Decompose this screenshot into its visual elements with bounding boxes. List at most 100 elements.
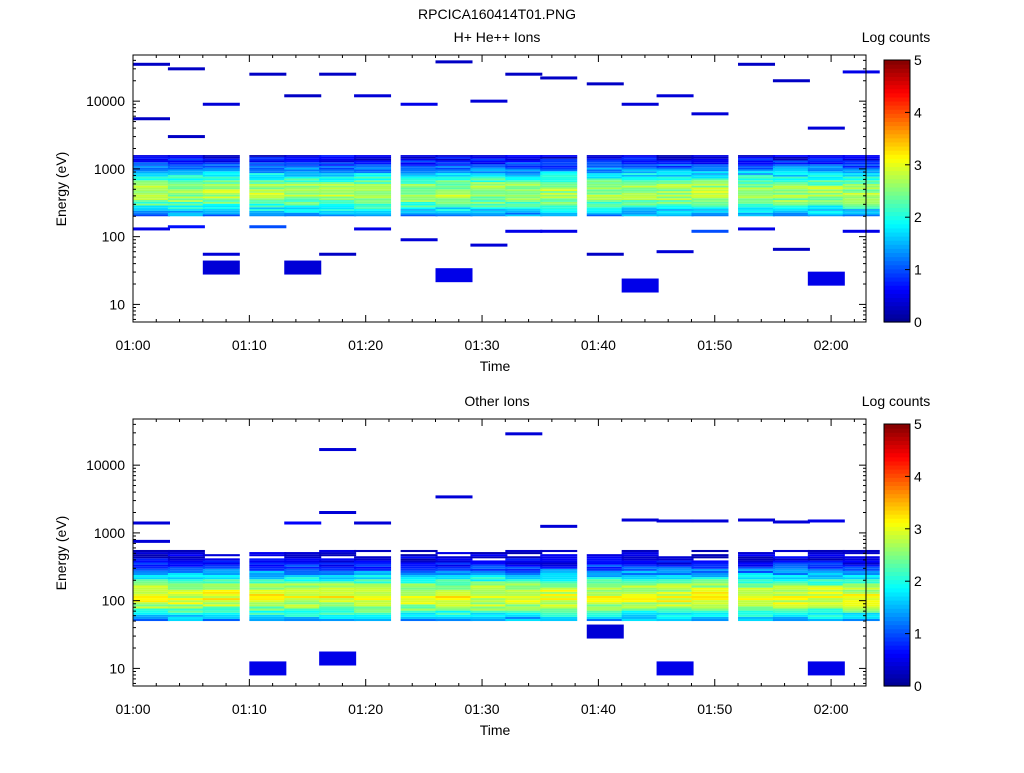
- heatmap-cell: [807, 556, 845, 559]
- heatmap-cell: [772, 572, 810, 576]
- heatmap-cell: [284, 171, 322, 174]
- heatmap-cell: [656, 205, 694, 208]
- heatmap-cell: [284, 572, 322, 576]
- heatmap-cell: [656, 191, 694, 193]
- heatmap-cell: [807, 162, 845, 165]
- heatmap-cell: [586, 183, 624, 186]
- heatmap-cell: [400, 210, 438, 213]
- heatmap-cell: [167, 568, 205, 571]
- heatmap-cell: [167, 591, 205, 594]
- heatmap-cell: [772, 614, 810, 617]
- heatmap-cell: [656, 612, 694, 615]
- heatmap-cell: [738, 171, 776, 174]
- heatmap-cell: [807, 568, 845, 571]
- heatmap-cell: [133, 575, 170, 578]
- heatmap-cell: [505, 194, 543, 197]
- colorbar-segment: [884, 444, 910, 450]
- heatmap-cell: [621, 566, 659, 569]
- colorbar-segment: [884, 186, 910, 192]
- colorbar-segment: [884, 645, 910, 650]
- heatmap-cell: [470, 581, 508, 584]
- heatmap-cell: [540, 167, 578, 170]
- heatmap-cell: [202, 160, 240, 163]
- colorbar-segment: [884, 231, 910, 237]
- heatmap-cell: [505, 556, 543, 559]
- heatmap-cell: [586, 600, 624, 603]
- colorbar-segment: [884, 207, 910, 213]
- heatmap-cell: [284, 183, 322, 186]
- heatmap-cell: [656, 156, 694, 159]
- heatmap-cell: [249, 606, 287, 609]
- colorbar-tick-label: 0: [914, 314, 922, 330]
- heatmap-cell: [284, 174, 322, 177]
- sparse-flux-cell: [691, 519, 729, 523]
- heatmap-cell: [435, 214, 473, 217]
- heatmap-cell: [772, 174, 810, 177]
- heatmap-cell: [586, 156, 624, 159]
- heatmap-cell: [202, 203, 240, 206]
- colorbar-segment: [884, 661, 910, 667]
- heatmap-cell: [167, 182, 205, 184]
- heatmap-cell: [319, 589, 357, 592]
- heatmap-cell: [284, 560, 322, 563]
- heatmap-cell: [249, 610, 287, 613]
- heatmap-cell: [540, 189, 578, 192]
- heatmap-cell: [656, 587, 694, 590]
- heatmap-cell: [540, 209, 578, 211]
- sparse-flux-cell: [738, 518, 776, 522]
- heatmap-cell: [400, 212, 438, 215]
- heatmap-cell: [470, 203, 508, 206]
- heatmap-cell: [691, 160, 729, 163]
- heatmap-cell: [505, 198, 543, 201]
- heatmap-cell: [435, 167, 473, 170]
- heatmap-cell: [621, 183, 659, 186]
- heatmap-cell: [691, 556, 729, 559]
- colorbar-segment: [884, 493, 910, 499]
- heatmap-cell: [691, 614, 729, 617]
- heatmap-cell: [842, 558, 880, 561]
- heatmap-cell: [435, 198, 473, 201]
- heatmap-cell: [656, 618, 694, 622]
- heatmap-cell: [772, 570, 810, 573]
- heatmap-cell: [400, 585, 438, 588]
- heatmap-cell: [656, 194, 694, 197]
- sparse-flux-cell: [691, 229, 729, 233]
- sparse-flux-cell: [435, 268, 473, 283]
- heatmap-cell: [656, 606, 694, 609]
- sparse-flux-cell: [249, 72, 287, 76]
- heatmap-cell: [319, 616, 357, 619]
- heatmap-cell: [586, 205, 624, 208]
- heatmap-cell: [505, 618, 543, 622]
- heatmap-cell: [772, 583, 810, 586]
- heatmap-cell: [400, 178, 438, 181]
- heatmap-cell: [807, 173, 845, 175]
- heatmap-cell: [319, 212, 357, 215]
- y-axis-label: Energy (eV): [53, 152, 69, 227]
- sparse-flux-cell: [842, 229, 880, 233]
- heatmap-cell: [772, 189, 810, 192]
- heatmap-cell: [400, 207, 438, 210]
- colorbar-segment: [884, 522, 910, 527]
- heatmap-cell: [586, 579, 624, 582]
- heatmap-cell: [133, 164, 170, 166]
- heatmap-cell: [505, 560, 543, 563]
- heatmap-cell: [656, 180, 694, 183]
- heatmap-cell: [842, 189, 880, 192]
- heatmap-cell: [435, 200, 473, 202]
- colorbar-segment: [884, 538, 910, 544]
- colorbar-segment: [884, 600, 910, 605]
- heatmap-cell: [284, 564, 322, 567]
- heatmap-cell: [586, 194, 624, 197]
- heatmap-cell: [435, 203, 473, 206]
- heatmap-cell: [691, 200, 729, 202]
- heatmap-cell: [202, 581, 240, 584]
- heatmap-cell: [621, 575, 659, 578]
- heatmap-cell: [738, 201, 776, 204]
- heatmap-cell: [807, 598, 845, 601]
- colorbar-segment: [884, 477, 910, 482]
- sparse-flux-cell: [586, 624, 624, 639]
- heatmap-cell: [691, 587, 729, 590]
- heatmap-cell: [621, 558, 659, 561]
- heatmap-cell: [738, 614, 776, 617]
- heatmap-cell: [842, 587, 880, 590]
